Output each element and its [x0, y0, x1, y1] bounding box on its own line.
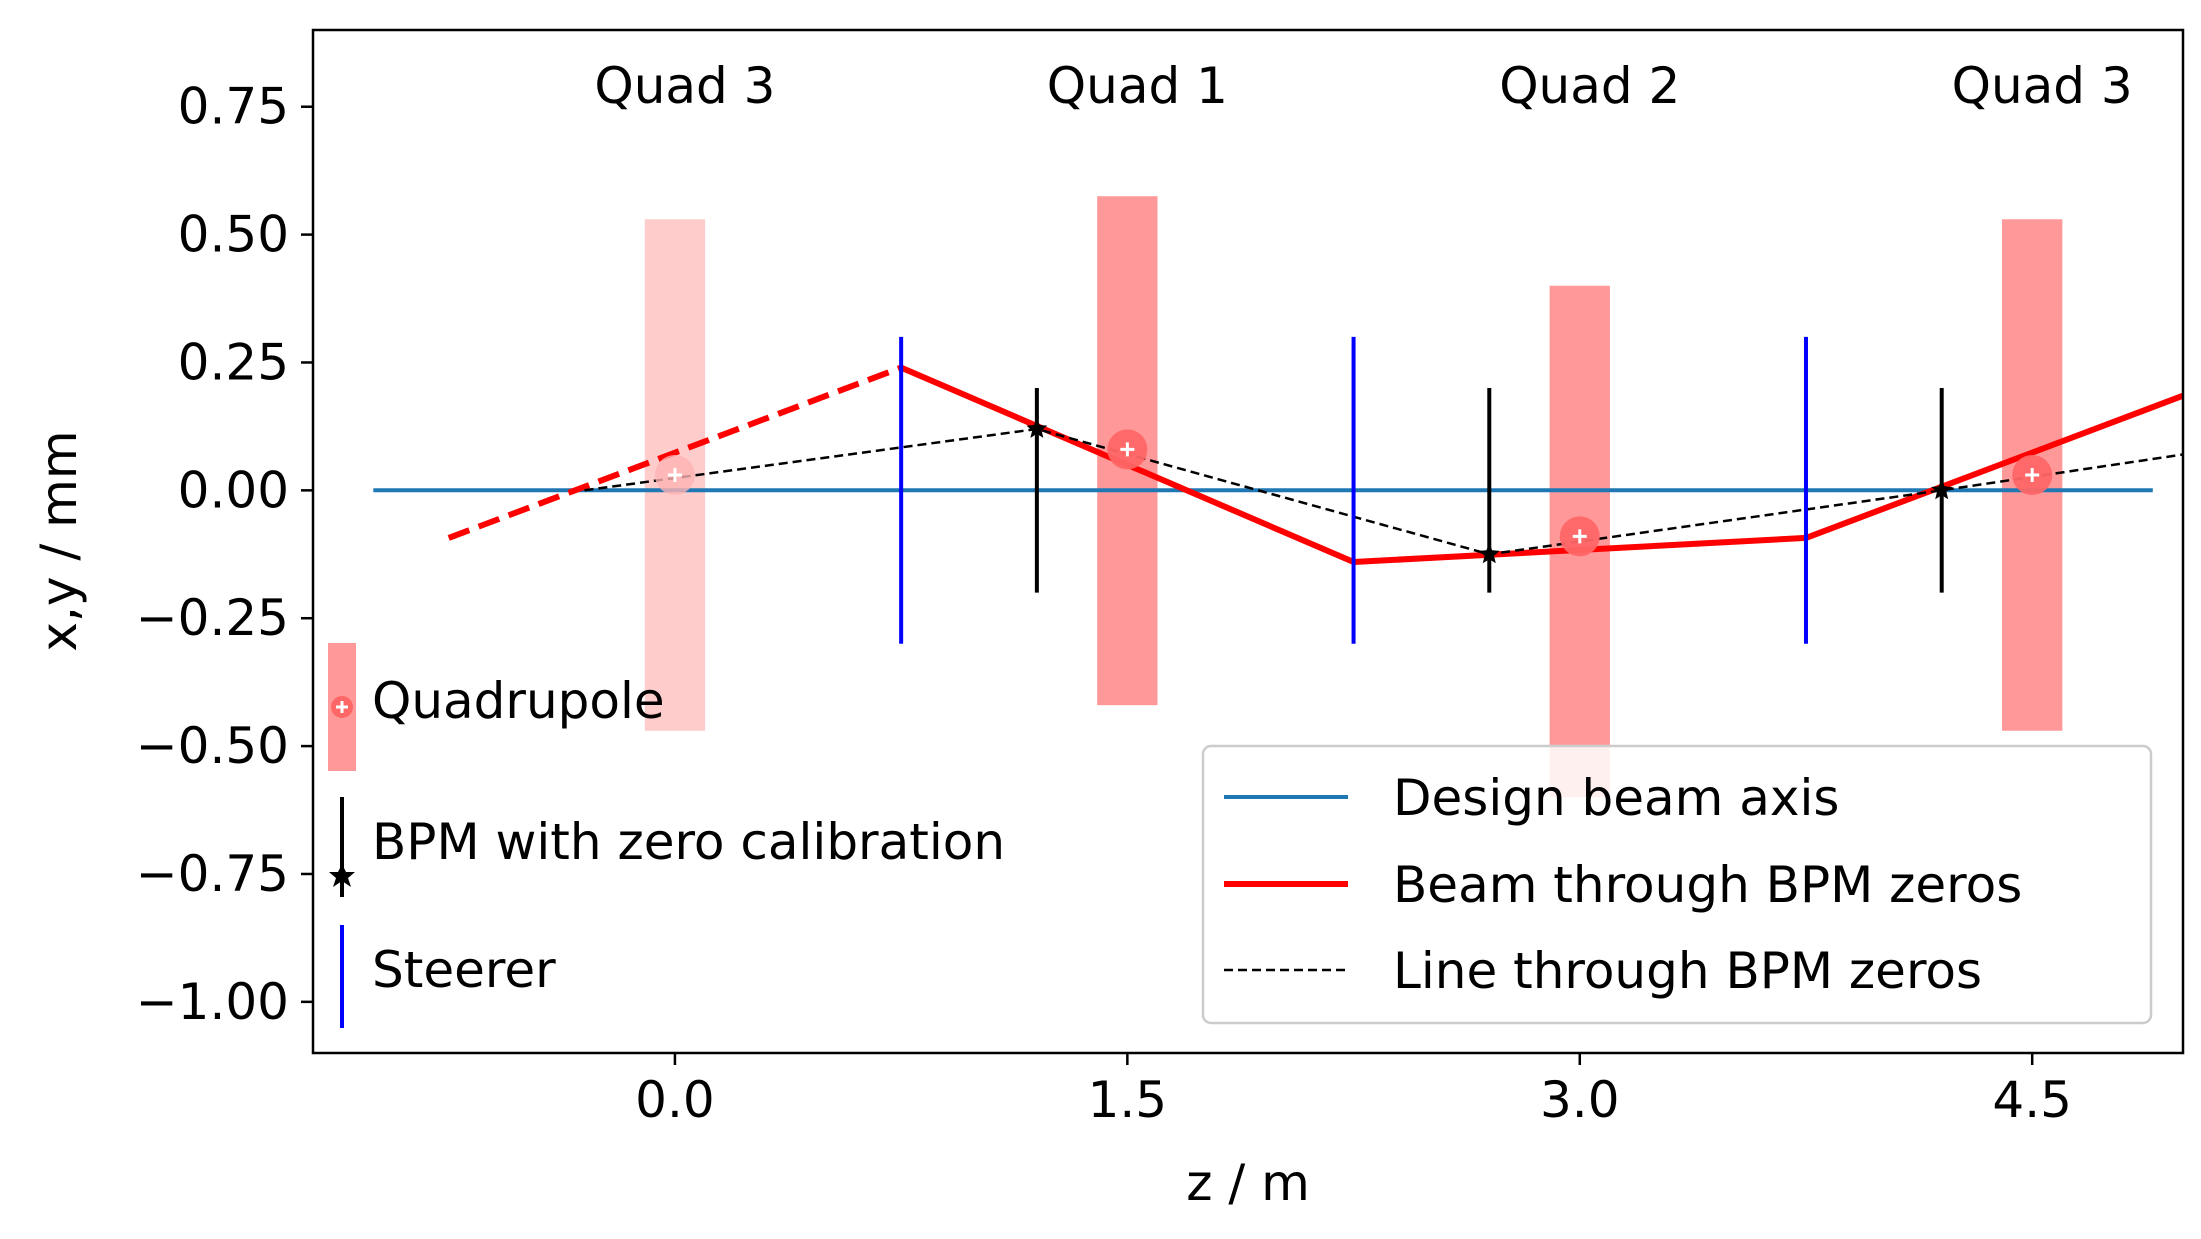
x-tick-label-2: 3.0 — [1540, 1071, 1620, 1129]
y-tick-label-0: 0.75 — [178, 78, 289, 136]
quad-plus-icon-3 — [2025, 468, 2040, 483]
y-tick-label-4: −0.25 — [136, 589, 289, 647]
quad-label-3: Quad 3 — [1952, 57, 2133, 115]
legend-right-item-design-axis: Design beam axis — [1393, 769, 1839, 827]
series-line-1 — [899, 364, 2185, 565]
series-layer — [373, 364, 2185, 565]
legend-right-box — [1201, 744, 2153, 1025]
quad-plus-icon-2 — [1572, 529, 1587, 544]
legend-right-item-bpm-line: Line through BPM zeros — [1393, 942, 1982, 1000]
y-axis-ticks: 0.75 0.50 0.25 0.00 −0.25 −0.50 −0.75 −1.00 — [136, 78, 313, 1031]
quad-label-0: Quad 3 — [594, 57, 775, 115]
series-line-2 — [447, 364, 903, 541]
legend-right-item-beam: Beam through BPM zeros — [1393, 856, 2022, 914]
bpm-zero-star-icon-0 — [1026, 418, 1048, 438]
legend-left-item-quadrupole: Quadrupole — [372, 672, 665, 730]
plot-area-frame — [311, 28, 2185, 1055]
quad-label-1: Quad 1 — [1047, 57, 1228, 115]
legend-left: Quadrupole BPM with zero calibration Ste… — [328, 643, 1005, 1028]
y-tick-label-3: 0.00 — [178, 461, 289, 519]
x-axis-ticks: 0.0 1.5 3.0 4.5 — [635, 1053, 2072, 1129]
x-tick-label-1: 1.5 — [1088, 1071, 1168, 1129]
x-axis-label: z / m — [1186, 1154, 1310, 1212]
x-tick-label-0: 0.0 — [635, 1071, 715, 1129]
y-tick-label-5: −0.50 — [136, 717, 289, 775]
y-tick-label-7: −1.00 — [136, 973, 289, 1031]
legend-quad-plus-icon — [336, 701, 348, 713]
bpm-zero-star-icon-1 — [1478, 543, 1500, 564]
y-axis-label: x,y / mm — [30, 430, 88, 651]
quad-plus-icon-0 — [667, 468, 682, 483]
quad-label-2: Quad 2 — [1499, 57, 1680, 115]
element-layer — [654, 336, 2053, 644]
quad-label-layer: Quad 3 Quad 1 Quad 2 Quad 3 — [594, 57, 2132, 115]
legend-right: Design beam axis Beam through BPM zeros … — [1201, 744, 2153, 1025]
bpm-zero-star-icon-2 — [1931, 479, 1953, 500]
y-tick-label-1: 0.50 — [178, 206, 289, 264]
x-tick-label-3: 4.5 — [1992, 1071, 2072, 1129]
legend-left-item-steerer: Steerer — [372, 941, 556, 999]
y-tick-label-2: 0.25 — [178, 333, 289, 391]
quad-plus-icon-1 — [1120, 442, 1135, 457]
legend-left-item-bpm: BPM with zero calibration — [372, 813, 1005, 871]
legend-bpm-star-icon — [329, 864, 355, 887]
y-tick-label-6: −0.75 — [136, 845, 289, 903]
